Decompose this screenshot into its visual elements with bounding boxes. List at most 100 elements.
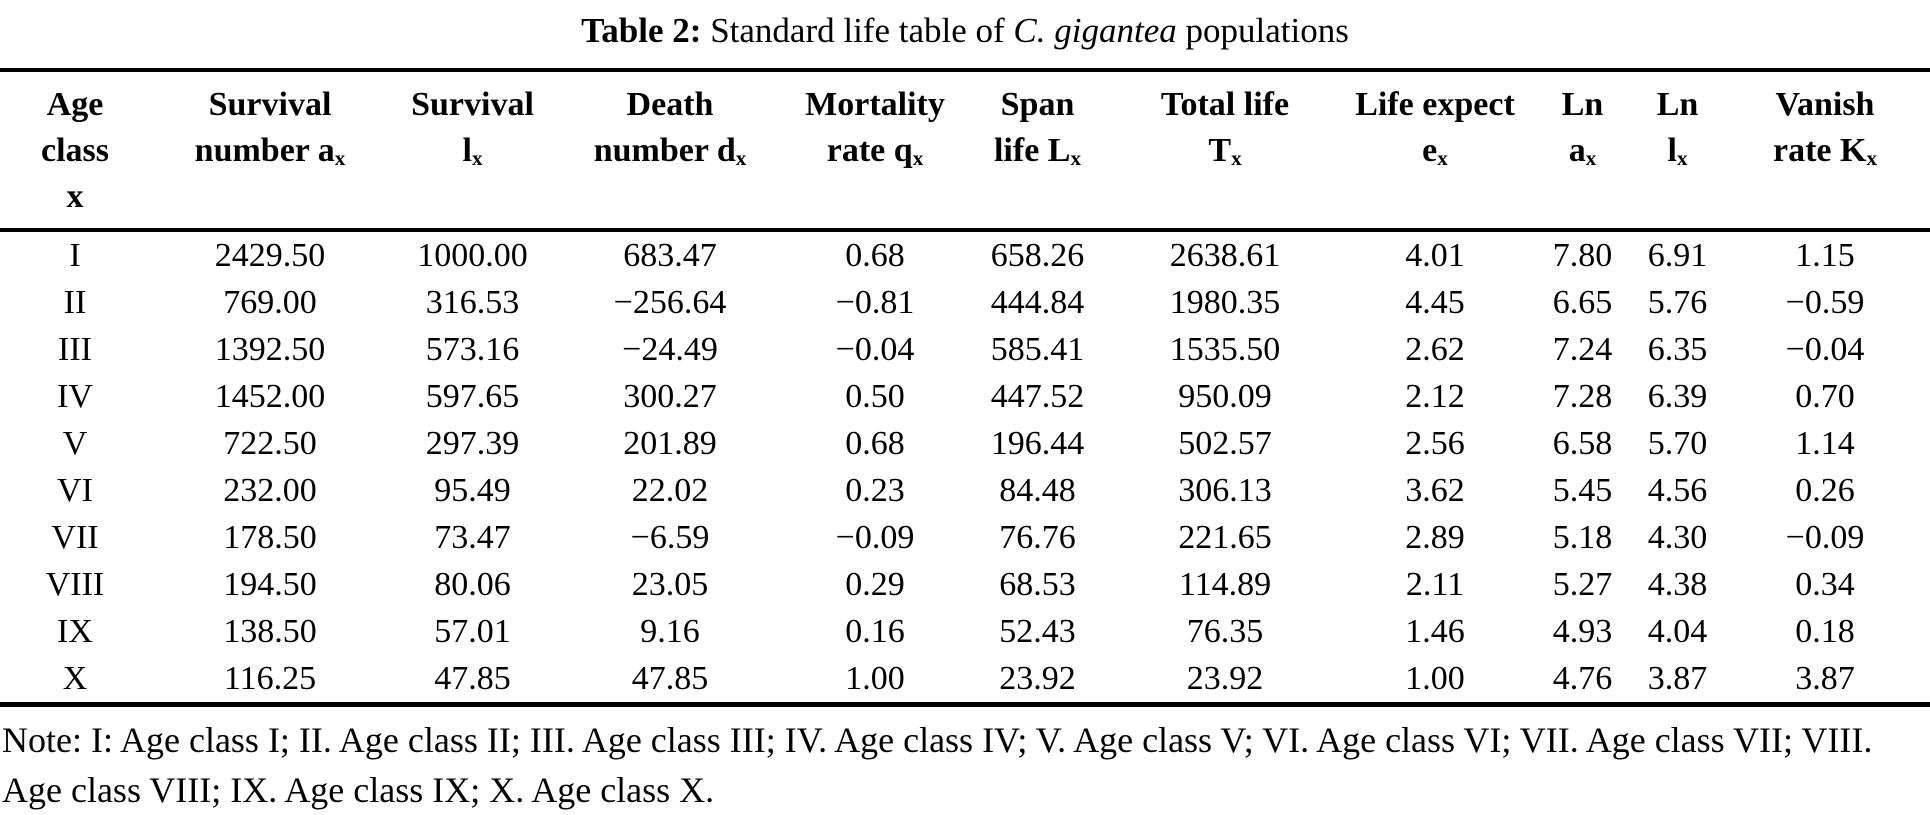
life-table: Age class x Survival number ax Survival … xyxy=(0,68,1930,707)
table-cell: 0.16 xyxy=(845,613,905,650)
table-cell: 0.70 xyxy=(1795,378,1855,415)
table-cell: VIII xyxy=(45,566,105,603)
table-cell: 138.50 xyxy=(223,613,317,650)
header-line: ax xyxy=(1568,132,1597,170)
table-cell: VII xyxy=(51,519,99,556)
table-cell: −256.64 xyxy=(613,284,727,321)
table-cell: 57.01 xyxy=(434,613,511,650)
table-cell: 0.18 xyxy=(1795,613,1855,650)
table-cell: 1392.50 xyxy=(214,331,326,368)
species-name: C. gigantea xyxy=(1013,11,1177,50)
table-cell: X xyxy=(62,660,88,697)
table-cell: 597.65 xyxy=(425,378,520,415)
table-cell: 2.11 xyxy=(1405,566,1465,603)
table-cell: 0.68 xyxy=(845,425,905,462)
table-number-label: Table 2: xyxy=(581,11,702,50)
table-row: VIII 194.50 80.06 23.05 0.29 68.53 114.89 2.11 5… xyxy=(0,561,1930,608)
table-cell: 3.87 xyxy=(1795,660,1855,697)
table-cell: 297.39 xyxy=(425,425,520,462)
table-cell: 447.52 xyxy=(990,378,1085,415)
header-line: Total life xyxy=(1160,86,1290,123)
header-line: rate Kx xyxy=(1773,132,1877,170)
table-cell: 196.44 xyxy=(990,425,1085,462)
table-cell: 4.45 xyxy=(1405,284,1465,321)
table-cell: 2638.61 xyxy=(1169,237,1281,274)
table-cell: 73.47 xyxy=(434,519,511,556)
table-cell: 194.50 xyxy=(223,566,317,603)
table-cell: 80.06 xyxy=(434,566,511,603)
header-line: class xyxy=(41,132,109,169)
col-header-mortality-rate: Mortality rate qx xyxy=(785,70,965,232)
table-cell: 7.80 xyxy=(1552,237,1613,274)
table-row: V 722.50 297.39 201.89 0.68 196.44 502.57 2.56 6… xyxy=(0,420,1930,467)
table-row: VII 178.50 73.47 −6.59 −0.09 76.76 221.65 2.89 5… xyxy=(0,514,1930,561)
col-header-age-class: Age class x xyxy=(0,70,150,232)
col-header-life-expect: Life expect ex xyxy=(1340,70,1530,232)
table-cell: 1980.35 xyxy=(1169,284,1281,321)
table-cell: 1.00 xyxy=(1405,660,1465,697)
table-cell: 306.13 xyxy=(1178,472,1272,509)
table-cell: 201.89 xyxy=(623,425,717,462)
table-cell: −24.49 xyxy=(622,331,718,368)
table-row: I 2429.50 1000.00 683.47 0.68 658.26 2638.61 4.… xyxy=(0,230,1930,279)
header-line: Ln xyxy=(1561,86,1604,123)
table-cell: 23.92 xyxy=(999,660,1076,697)
table-cell: 6.65 xyxy=(1552,284,1613,321)
header-line: Survival xyxy=(411,86,534,123)
table-cell: 4.56 xyxy=(1647,472,1708,509)
header-line: x xyxy=(66,178,84,215)
title-text-2: populations xyxy=(1176,11,1349,50)
table-cell: 68.53 xyxy=(999,566,1076,603)
header-line: Life expect xyxy=(1355,86,1515,123)
table-cell: V xyxy=(62,425,88,462)
col-header-survival-lx: Survival lx xyxy=(390,70,555,232)
col-header-total-life: Total life Tx xyxy=(1110,70,1340,232)
header-line: Survival xyxy=(208,86,332,123)
table-cell: 300.27 xyxy=(623,378,717,415)
header-line: lx xyxy=(1667,132,1688,170)
table-cell: −6.59 xyxy=(630,519,710,556)
table-cell: 5.27 xyxy=(1552,566,1613,603)
table-cell: 5.76 xyxy=(1647,284,1708,321)
header-line: Vanish xyxy=(1775,86,1875,123)
table-cell: 23.05 xyxy=(631,566,709,603)
table-cell: 6.39 xyxy=(1647,378,1708,415)
table-cell: 2.89 xyxy=(1405,519,1465,556)
table-cell: 95.49 xyxy=(434,472,511,509)
table-cell: 1.14 xyxy=(1795,425,1855,462)
table-cell: 4.93 xyxy=(1552,613,1613,650)
table-cell: 0.23 xyxy=(845,472,905,509)
header-line: Ln xyxy=(1656,86,1699,123)
table-cell: I xyxy=(69,237,81,274)
header-line: number dx xyxy=(593,132,747,170)
table-cell: 4.01 xyxy=(1405,237,1465,274)
table-cell: 502.57 xyxy=(1178,425,1272,462)
table-cell: 6.58 xyxy=(1552,425,1613,462)
table-cell: −0.09 xyxy=(835,519,915,556)
table-cell: 722.50 xyxy=(223,425,317,462)
table-cell: 52.43 xyxy=(999,613,1076,650)
table-cell: III xyxy=(58,331,92,368)
table-cell: 4.76 xyxy=(1552,660,1613,697)
table-cell: 1.46 xyxy=(1405,613,1465,650)
table-cell: VI xyxy=(57,472,93,509)
table-cell: 1000.00 xyxy=(417,237,528,274)
header-line: ex xyxy=(1422,132,1448,170)
table-cell: 5.70 xyxy=(1647,425,1708,462)
table-row: II 769.00 316.53 −256.64 −0.81 444.84 1980.35 4… xyxy=(0,279,1930,326)
table-cell: 6.91 xyxy=(1647,237,1708,274)
table-cell: 232.00 xyxy=(223,472,317,509)
table-row: III 1392.50 573.16 −24.49 −0.04 585.41 1535.50… xyxy=(0,326,1930,373)
table-cell: 950.09 xyxy=(1178,378,1272,415)
table-cell: 1.15 xyxy=(1795,237,1855,274)
table-cell: 1452.00 xyxy=(214,378,326,415)
table-cell: 114.89 xyxy=(1178,566,1272,603)
header-line: life Lx xyxy=(993,132,1082,170)
col-header-ln-ax: Ln ax xyxy=(1530,70,1635,232)
table-cell: 658.26 xyxy=(990,237,1085,274)
table-cell: 84.48 xyxy=(999,472,1076,509)
table-cell: 0.50 xyxy=(845,378,905,415)
header-line: number ax xyxy=(194,132,346,170)
table-cell: 1.00 xyxy=(845,660,905,697)
table-cell: 2429.50 xyxy=(214,237,326,274)
